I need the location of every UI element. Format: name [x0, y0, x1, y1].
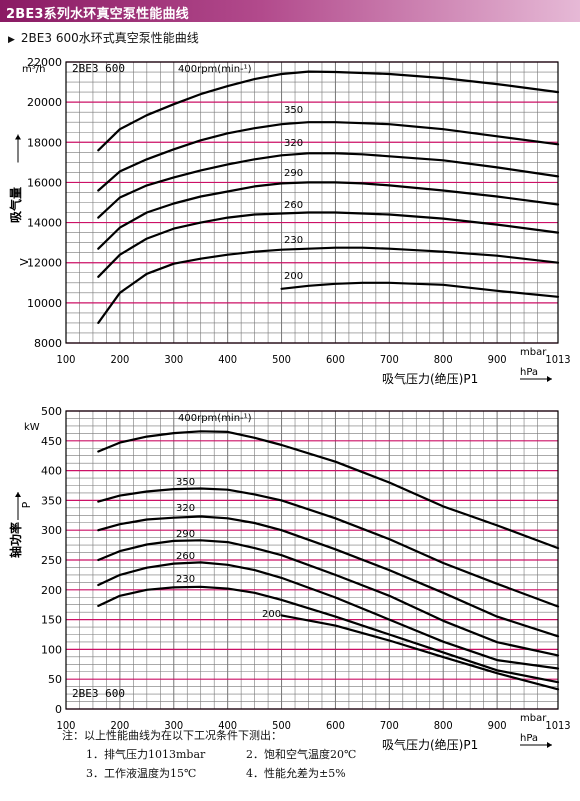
x-tick-label: 700	[380, 719, 399, 732]
x-tick-label: 900	[488, 353, 507, 366]
x-tick-label: 500	[272, 719, 291, 732]
series-label: 200	[284, 271, 303, 282]
series-curve	[97, 152, 560, 219]
series-curve	[97, 246, 560, 324]
y-axis-label: 轴功率	[8, 522, 23, 558]
x-axis-label: 吸气压力(绝压)P1	[382, 371, 478, 386]
y-tick-label: 12000	[27, 257, 62, 270]
note-item-4: 4．性能允差为±5%	[246, 767, 346, 780]
x-tick-label: 200	[110, 719, 129, 732]
y-tick-label: 50	[48, 673, 62, 686]
subtitle-text: 2BE3 600水环式真空泵性能曲线	[20, 31, 199, 45]
x-tick-label: 900	[488, 719, 507, 732]
x-tick-label: 800	[434, 353, 453, 366]
series-label: 350	[284, 105, 303, 116]
y-axis-arrowhead	[15, 134, 21, 140]
series-label: 400rpm(min-¹)	[178, 413, 252, 424]
y-axis-unit: m³/h	[22, 64, 45, 75]
series-curve	[97, 430, 560, 550]
x-tick-label: 400	[218, 719, 237, 732]
x-unit-top: mbar	[520, 713, 547, 724]
y-tick-label: 300	[41, 524, 62, 537]
x-axis-arrowhead	[547, 742, 552, 748]
series-label: 230	[284, 235, 303, 246]
chart-title: 2BE3 600	[72, 62, 125, 75]
x-tick-label: 1013	[545, 719, 570, 732]
x-axis-arrowhead	[547, 376, 552, 382]
notes-heading: 注：以上性能曲线为在以下工况条件下测出：	[62, 729, 282, 742]
y-tick-label: 500	[41, 405, 62, 418]
x-tick-label: 300	[164, 719, 183, 732]
x-tick-label: 500	[272, 353, 291, 366]
y-tick-label: 22000	[27, 56, 62, 69]
series-label: 290	[284, 168, 303, 179]
series-label: 230	[176, 574, 195, 585]
y-tick-label: 150	[41, 614, 62, 627]
x-tick-label: 600	[326, 353, 345, 366]
x-tick-label: 200	[110, 353, 129, 366]
y-axis-unit: kW	[24, 422, 40, 433]
y-tick-label: 250	[41, 554, 62, 567]
y-tick-label: 14000	[27, 217, 62, 230]
y-axis-arrowhead	[15, 492, 21, 497]
x-tick-label: 700	[380, 353, 399, 366]
series-curve	[97, 70, 560, 152]
series-curve	[97, 561, 560, 670]
series-curve	[97, 539, 560, 657]
plot-frame	[65, 410, 559, 710]
note-item-2: 2．饱和空气温度20℃	[246, 748, 357, 761]
series-curve	[97, 211, 560, 278]
x-tick-label: 800	[434, 719, 453, 732]
series-curve	[97, 487, 560, 608]
series-label: 290	[176, 529, 195, 540]
chart-title: 2BE3 600	[72, 687, 125, 700]
x-axis-label: 吸气压力(绝压)P1	[382, 737, 478, 752]
x-tick-label: 100	[57, 719, 76, 732]
y-tick-label: 200	[41, 584, 62, 597]
series-label: 350	[176, 477, 195, 488]
x-unit-top: mbar	[520, 347, 547, 358]
y-axis-symbol: P	[20, 501, 33, 508]
banner-title: 2BE3系列水环真空泵性能曲线	[6, 7, 189, 22]
y-axis-label: 吸气量	[8, 187, 23, 223]
subtitle: ▶ 2BE3 600水环式真空泵性能曲线	[8, 29, 199, 46]
series-label: 320	[284, 138, 303, 149]
title-banner: 2BE3系列水环真空泵性能曲线	[0, 0, 580, 22]
y-tick-label: 10000	[27, 297, 62, 310]
series-label: 320	[176, 503, 195, 514]
series-label: 200	[262, 609, 281, 620]
x-tick-label: 600	[326, 719, 345, 732]
x-unit-bottom: hPa	[520, 367, 538, 378]
plot-frame	[65, 61, 559, 344]
y-axis-symbol: V	[18, 258, 31, 266]
series-label: 400rpm(min-¹)	[178, 64, 252, 75]
y-tick-label: 350	[41, 494, 62, 507]
series-curve	[97, 515, 560, 638]
y-tick-label: 450	[41, 435, 62, 448]
y-tick-label: 18000	[27, 136, 62, 149]
series-label: 260	[284, 200, 303, 211]
x-tick-label: 400	[218, 353, 237, 366]
y-tick-label: 400	[41, 465, 62, 478]
series-curve	[280, 281, 560, 298]
y-tick-label: 100	[41, 643, 62, 656]
x-tick-label: 300	[164, 353, 183, 366]
series-curve	[97, 585, 560, 684]
note-item-1: 1．排气压力1013mbar	[86, 748, 206, 761]
y-tick-label: 16000	[27, 176, 62, 189]
series-curve	[97, 181, 560, 250]
x-tick-label: 1013	[545, 353, 570, 366]
triangle-marker-icon: ▶	[8, 35, 15, 45]
y-tick-label: 20000	[27, 96, 62, 109]
series-curve	[97, 121, 560, 192]
note-item-3: 3．工作液温度为15℃	[86, 767, 197, 780]
y-tick-label: 0	[55, 703, 62, 716]
x-unit-bottom: hPa	[520, 733, 538, 744]
series-label: 260	[176, 551, 195, 562]
x-tick-label: 100	[57, 353, 76, 366]
series-curve	[280, 614, 560, 691]
y-tick-label: 8000	[34, 337, 62, 350]
